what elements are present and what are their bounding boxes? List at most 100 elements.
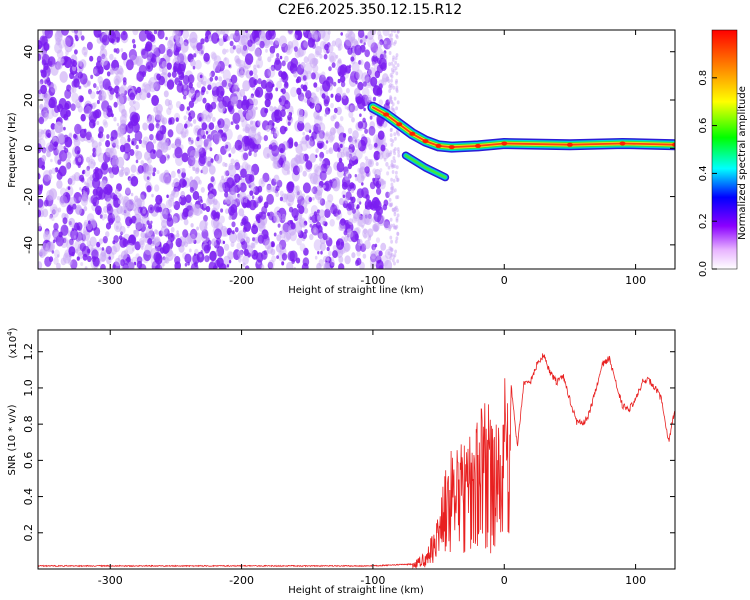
noise-blob — [120, 250, 128, 260]
noise-blob — [105, 222, 112, 230]
noise-blob — [172, 202, 176, 206]
noise-blob — [198, 156, 206, 167]
noise-blob — [377, 130, 385, 140]
noise-blob — [236, 47, 242, 55]
noise-blob — [83, 219, 89, 227]
colorbar-tick-label: 0.8 — [698, 70, 709, 86]
noise-blob — [90, 160, 94, 165]
noise-blob — [347, 201, 355, 211]
noise-blob — [75, 101, 81, 109]
noise-blob — [144, 43, 151, 52]
noise-blob — [391, 258, 395, 263]
noise-blob — [347, 31, 356, 42]
colorbar-tick-label: 0.0 — [698, 261, 709, 277]
noise-blob — [99, 252, 107, 263]
noise-blob — [298, 114, 305, 124]
noise-blob — [248, 150, 252, 156]
noise-blob — [390, 78, 393, 83]
noise-blob — [361, 224, 365, 229]
noise-blob — [364, 205, 368, 210]
noise-blob — [69, 72, 75, 80]
noise-blob — [358, 60, 362, 65]
noise-blob — [263, 135, 268, 142]
noise-blob — [390, 239, 393, 244]
noise-blob — [205, 102, 211, 111]
noise-blob — [156, 73, 162, 81]
noise-blob — [145, 164, 154, 175]
noise-blob — [110, 245, 118, 255]
noise-blob — [319, 198, 326, 206]
noise-blob — [182, 30, 190, 40]
noise-blob — [179, 103, 185, 112]
noise-blob — [253, 73, 259, 81]
noise-blob — [38, 116, 45, 125]
noise-blob — [136, 71, 144, 82]
noise-blob — [236, 232, 244, 243]
noise-blob — [253, 64, 257, 70]
noise-blob — [378, 152, 384, 160]
noise-blob — [193, 239, 197, 244]
noise-blob — [155, 148, 163, 159]
noise-blob — [184, 90, 188, 96]
noise-blob — [330, 257, 334, 262]
noise-blob — [278, 157, 284, 166]
noise-blob — [279, 230, 287, 239]
noise-blob — [72, 65, 77, 72]
noise-blob — [334, 121, 340, 129]
noise-blob — [371, 197, 380, 209]
noise-blob — [270, 130, 274, 135]
colorbar-scale — [711, 29, 738, 270]
noise-blob — [328, 66, 332, 72]
noise-blob — [251, 249, 259, 260]
noise-blob — [173, 191, 176, 195]
noise-blob — [132, 44, 137, 49]
noise-blob — [216, 257, 224, 268]
noise-blob — [165, 36, 168, 41]
noise-blob — [297, 153, 306, 165]
noise-blob — [167, 39, 174, 49]
noise-blob — [394, 60, 397, 65]
noise-blob — [199, 117, 202, 121]
noise-blob — [65, 35, 74, 47]
noise-blob — [224, 57, 227, 61]
noise-blob — [183, 95, 187, 100]
signal-peak — [435, 143, 442, 148]
noise-blob — [267, 261, 274, 269]
noise-blob — [255, 197, 259, 202]
noise-blob — [242, 255, 249, 265]
noise-blob — [340, 81, 346, 88]
noise-blob — [92, 147, 96, 153]
noise-blob — [320, 163, 328, 174]
noise-blob — [264, 68, 272, 79]
noise-blob — [330, 102, 334, 109]
noise-blob — [245, 236, 249, 241]
noise-blob — [131, 141, 135, 145]
noise-blob — [299, 140, 303, 145]
noise-blob — [131, 215, 137, 224]
noise-blob — [347, 127, 353, 135]
noise-blob — [239, 182, 247, 193]
noise-blob — [396, 147, 400, 152]
noise-blob — [80, 35, 85, 41]
noise-blob — [340, 32, 344, 36]
noise-blob — [210, 101, 217, 110]
noise-blob — [273, 232, 277, 237]
noise-blob — [181, 171, 187, 179]
noise-blob — [272, 122, 275, 126]
noise-blob — [255, 37, 261, 46]
noise-blob — [202, 134, 206, 140]
noise-blob — [210, 210, 217, 220]
noise-blob — [72, 203, 77, 210]
noise-blob — [58, 98, 67, 110]
noise-blob — [68, 217, 76, 228]
noise-blob — [74, 123, 82, 135]
noise-blob — [43, 62, 49, 71]
noise-blob — [265, 48, 268, 53]
noise-blob — [313, 239, 322, 251]
noise-blob — [209, 147, 213, 152]
noise-blob — [93, 227, 101, 237]
noise-blob — [220, 208, 224, 213]
signal-peak — [383, 112, 390, 117]
noise-blob — [130, 164, 137, 173]
noise-blob — [234, 30, 240, 37]
